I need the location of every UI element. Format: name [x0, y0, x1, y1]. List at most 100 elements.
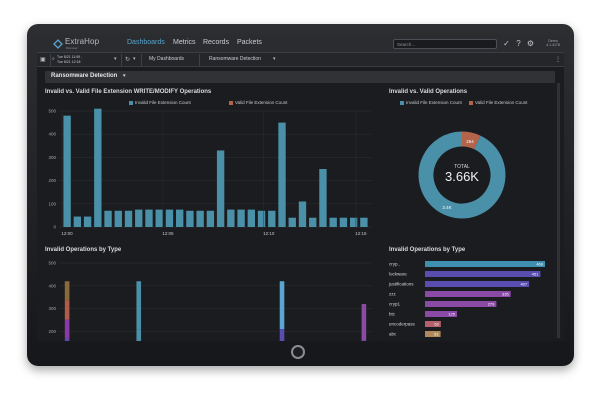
stacked-bar-segment: [64, 319, 70, 339]
donut-total-value: 3.66K: [445, 169, 479, 184]
stacked-bar-segment: [279, 281, 285, 330]
home-button[interactable]: [291, 345, 305, 359]
gear-icon[interactable]: ⚙: [526, 39, 535, 48]
breadcrumb-my-dashboards[interactable]: My Dashboards: [149, 56, 185, 62]
bar-invalid: [196, 210, 204, 227]
y-tick-label: 0: [53, 225, 56, 230]
section-title: Ransomware Detection: [51, 73, 118, 79]
bar-invalid: [216, 150, 225, 227]
chevron-down-icon[interactable]: ▾: [133, 56, 136, 62]
bar-invalid: [329, 217, 337, 227]
bar-invalid: [155, 209, 163, 227]
donut-total-label: TOTAL: [454, 164, 470, 170]
time-start: Tue 8/21 11:59 -: [57, 55, 83, 59]
bar-invalid: [124, 210, 133, 227]
hbar-title[interactable]: Invalid Operations by Type: [389, 247, 466, 253]
bar-invalid: [360, 217, 368, 227]
bar-invalid: [83, 216, 92, 227]
bar-invalid: [288, 217, 296, 227]
bar-invalid: [175, 209, 184, 227]
chevron-down-icon[interactable]: ▾: [123, 73, 126, 79]
section-header[interactable]: Ransomware Detection ▾: [45, 71, 555, 83]
legend-label: Invalid File Extension Count: [135, 100, 191, 105]
bar-invalid: [268, 210, 276, 227]
legend-swatch: [400, 100, 404, 105]
help-icon[interactable]: ?: [516, 39, 521, 48]
legend-swatch: [469, 100, 473, 105]
tab-metrics[interactable]: Metrics: [173, 39, 196, 46]
stacked-bar-segment: [64, 281, 70, 301]
y-tick-label: 100: [48, 201, 56, 206]
top-nav: ExtraHop Discover Dashboards Metrics Rec…: [37, 35, 564, 53]
legend-swatch: [129, 100, 133, 105]
sidebar-toggle-icon[interactable]: ▣: [40, 57, 46, 63]
stacked-bar-segment: [279, 329, 285, 341]
chevron-down-icon[interactable]: ▾: [114, 56, 117, 62]
tab-packets[interactable]: Packets: [237, 39, 262, 46]
scrollbar[interactable]: [557, 83, 560, 338]
hbar-category-label: lockware: [389, 272, 407, 277]
hbar-value-label: 61: [434, 332, 439, 337]
time-selector[interactable]: Tue 8/21 11:59 - Tue 8/21 12:18: [57, 55, 82, 64]
bar-invalid: [94, 108, 102, 227]
logo-icon: [53, 39, 63, 49]
activity-icon[interactable]: ✓: [503, 39, 510, 48]
divider: [121, 54, 122, 66]
hbar-category-label: justifications: [388, 282, 414, 287]
y-tick-label: 500: [48, 261, 56, 266]
stacked-bar-segment: [64, 338, 70, 341]
bar-invalid: [247, 209, 256, 227]
extrahop-logo[interactable]: ExtraHop Discover: [53, 37, 113, 50]
hbar-category-label: btc: [389, 312, 396, 317]
logo-name: ExtraHop: [65, 37, 100, 46]
type-chart-title[interactable]: Invalid Operations by Type: [45, 247, 122, 253]
hbar-category-label: zzz: [389, 292, 397, 297]
hbar-category-label: abc: [389, 332, 397, 337]
chevron-down-icon[interactable]: ▾: [273, 56, 276, 62]
tab-dashboards[interactable]: Dashboards: [127, 39, 165, 46]
y-tick-label: 200: [48, 178, 56, 183]
user-menu[interactable]: Demo 4.1.4178: [542, 39, 564, 47]
y-tick-label: 400: [48, 283, 56, 288]
bar-invalid: [135, 209, 143, 227]
more-icon[interactable]: ⋮: [555, 57, 561, 63]
x-tick-label: 12:00: [61, 231, 73, 236]
tab-records[interactable]: Records: [203, 39, 230, 46]
user-version: 4.1.4178: [546, 43, 560, 47]
search-icon: ⌕: [52, 56, 55, 62]
hbar-bar: [425, 321, 441, 327]
donut-slice-valid: [418, 131, 506, 219]
bar-chart-title[interactable]: Invalid vs. Valid File Extension WRITE/M…: [45, 89, 212, 95]
toolbar: ▣ ⌕ Tue 8/21 11:59 - Tue 8/21 12:18 ▾ ↻ …: [37, 53, 564, 67]
hbar-value-label: 469: [536, 262, 543, 267]
user-name: Demo: [548, 39, 558, 43]
logo-sub: Discover: [66, 46, 78, 50]
donut-legend-valid: Valid File Extension Count: [469, 100, 527, 105]
bar-invalid: [237, 209, 245, 227]
hbar-category-label: cryp..: [389, 262, 400, 267]
stacked-bar-segment: [136, 329, 142, 341]
refresh-icon[interactable]: ↻: [125, 57, 131, 63]
bar-invalid: [145, 209, 153, 227]
bar-invalid: [257, 210, 266, 227]
type-bar-chart: 200 300 400 500: [48, 261, 372, 341]
bar-invalid: [165, 209, 174, 227]
bar-invalid: [339, 217, 348, 227]
bar-invalid: [206, 210, 215, 227]
breadcrumb-dashboard[interactable]: Ransomware Detection: [209, 56, 261, 62]
hbar-chart: cryp.. 469 lockware 451 justifications 407 zzz…: [388, 261, 545, 337]
legend-label: Valid File Extension Count: [475, 100, 528, 105]
x-tick-label: 12:15: [355, 231, 367, 236]
bar-invalid: [186, 210, 194, 227]
bar-invalid: [104, 210, 112, 227]
divider: [199, 54, 200, 66]
y-tick-label: 300: [48, 306, 56, 311]
bar-chart-legend-valid: Valid File Extension Count: [229, 100, 287, 105]
bar-chart: 0 100 200 300 400 500 12:00 12:05 12:10 12:15: [48, 108, 372, 236]
donut-title[interactable]: Invalid vs. Valid Operations: [389, 89, 468, 95]
search-input[interactable]: Search...: [393, 39, 497, 49]
bar-invalid: [319, 169, 327, 227]
bar-invalid: [278, 122, 286, 227]
hbar-category-label: encoderpass: [389, 322, 416, 327]
